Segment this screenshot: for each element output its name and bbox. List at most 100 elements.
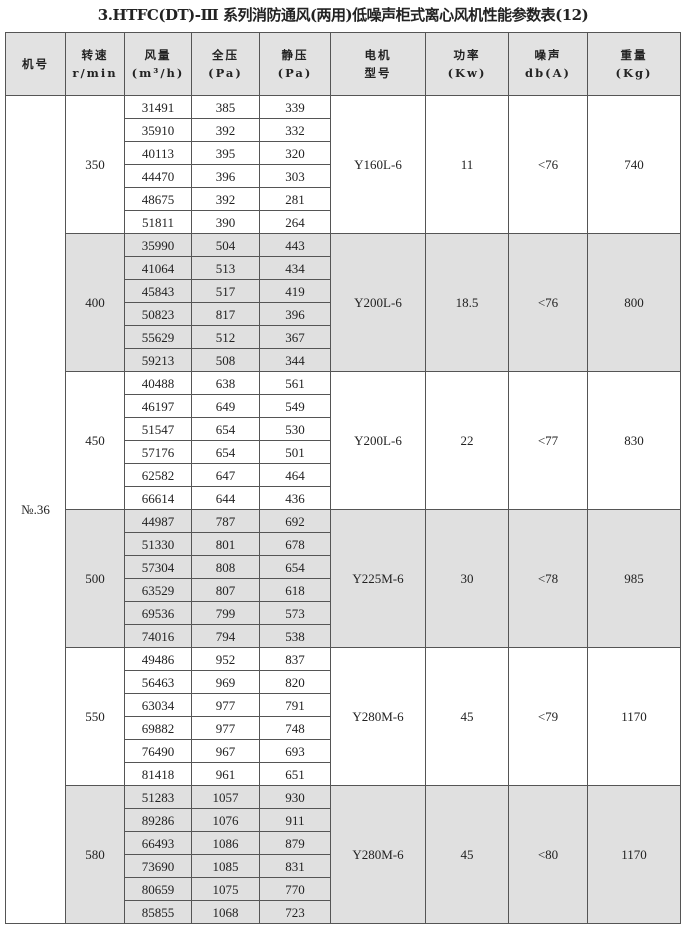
header-label: 机号	[22, 56, 49, 71]
header-label: 风量	[144, 47, 172, 62]
airflow-cell: 63034	[124, 693, 192, 717]
total-pressure-cell: 1076	[191, 808, 260, 832]
static-pressure-cell: 367	[259, 325, 331, 349]
speed-cell: 400	[65, 233, 125, 372]
header-label: 重量	[620, 47, 648, 62]
static-pressure-cell: 692	[259, 509, 331, 533]
total-pressure-cell: 1075	[191, 877, 260, 901]
total-pressure-cell: 801	[191, 532, 260, 556]
static-pressure-cell: 344	[259, 348, 331, 372]
power-cell: 45	[425, 647, 509, 786]
airflow-cell: 44470	[124, 164, 192, 188]
airflow-cell: 73690	[124, 854, 192, 878]
static-pressure-cell: 436	[259, 486, 331, 510]
weight-cell: 1170	[587, 647, 681, 786]
static-pressure-cell: 443	[259, 233, 331, 257]
header-unit: (Pa)	[277, 65, 313, 80]
total-pressure-cell: 817	[191, 302, 260, 326]
table-row: 400 35990 504 443 Y200L-6 18.5 <76 800	[6, 233, 681, 372]
airflow-cell: 45843	[124, 279, 192, 303]
total-pressure-cell: 1057	[191, 785, 260, 809]
table-row: 48675 392 281	[6, 187, 681, 211]
motor-model-cell: Y225M-6	[330, 509, 426, 648]
airflow-cell: 51547	[124, 417, 192, 441]
static-pressure-cell: 434	[259, 256, 331, 280]
airflow-cell: 57176	[124, 440, 192, 464]
motor-model-cell: Y200L-6	[330, 371, 426, 510]
airflow-cell: 85855	[124, 900, 192, 924]
header-power: 功率 (Kw)	[425, 32, 509, 96]
table-row: 580 51283 1057 930 Y280M-6 45 <80 1170	[6, 785, 681, 924]
table-row: 59213 508 344	[6, 348, 681, 372]
header-unit: (Pa)	[208, 65, 243, 80]
static-pressure-cell: 879	[259, 831, 331, 855]
airflow-cell: 31491	[124, 95, 192, 119]
total-pressure-cell: 807	[191, 578, 260, 602]
table-row: 51330 801 678	[6, 532, 681, 556]
static-pressure-cell: 303	[259, 164, 331, 188]
weight-cell: 800	[587, 233, 681, 372]
table-row: 76490 967 693	[6, 739, 681, 763]
total-pressure-cell: 799	[191, 601, 260, 625]
airflow-cell: 69882	[124, 716, 192, 740]
speed-cell: 350	[65, 95, 125, 234]
total-pressure-cell: 508	[191, 348, 260, 372]
airflow-cell: 56463	[124, 670, 192, 694]
table-row: 63034 977 791	[6, 693, 681, 717]
airflow-cell: 40113	[124, 141, 192, 165]
table-row: 35910 392 332	[6, 118, 681, 142]
total-pressure-cell: 504	[191, 233, 260, 257]
static-pressure-cell: 723	[259, 900, 331, 924]
airflow-cell: 89286	[124, 808, 192, 832]
total-pressure-cell: 513	[191, 256, 260, 280]
static-pressure-cell: 320	[259, 141, 331, 165]
header-unit: db(A)	[525, 65, 571, 80]
static-pressure-cell: 501	[259, 440, 331, 464]
total-pressure-cell: 396	[191, 164, 260, 188]
model-no-cell: №.36	[5, 95, 66, 924]
total-pressure-cell: 517	[191, 279, 260, 303]
speed-cell: 580	[65, 785, 125, 924]
airflow-cell: 66614	[124, 486, 192, 510]
static-pressure-cell: 464	[259, 463, 331, 487]
table-row: 51547 654 530	[6, 417, 681, 441]
airflow-cell: 55629	[124, 325, 192, 349]
speed-cell: 450	[65, 371, 125, 510]
header-unit: (Kg)	[615, 65, 653, 80]
table-row: 44470 396 303	[6, 164, 681, 188]
static-pressure-cell: 530	[259, 417, 331, 441]
table-row: 550 49486 952 837 Y280M-6 45 <79 1170	[6, 647, 681, 786]
total-pressure-cell: 967	[191, 739, 260, 763]
header-unit: (m³/h)	[131, 65, 185, 80]
weight-cell: 985	[587, 509, 681, 648]
header-speed: 转速 r/min	[65, 32, 125, 96]
airflow-cell: 51330	[124, 532, 192, 556]
total-pressure-cell: 649	[191, 394, 260, 418]
total-pressure-cell: 512	[191, 325, 260, 349]
static-pressure-cell: 930	[259, 785, 331, 809]
total-pressure-cell: 390	[191, 210, 260, 234]
power-cell: 45	[425, 785, 509, 924]
total-pressure-cell: 977	[191, 693, 260, 717]
airflow-cell: 74016	[124, 624, 192, 648]
static-pressure-cell: 693	[259, 739, 331, 763]
static-pressure-cell: 748	[259, 716, 331, 740]
header-label: 转速	[81, 47, 109, 62]
table-row: №.36 350 31491 385 339 Y160L-6 11 <76 740	[5, 95, 681, 924]
static-pressure-cell: 281	[259, 187, 331, 211]
airflow-cell: 46197	[124, 394, 192, 418]
noise-cell: <77	[508, 371, 588, 510]
airflow-cell: 57304	[124, 555, 192, 579]
motor-model-cell: Y160L-6	[330, 95, 426, 234]
airflow-cell: 44987	[124, 509, 192, 533]
static-pressure-cell: 678	[259, 532, 331, 556]
airflow-cell: 40488	[124, 371, 192, 395]
table-row: 51811 390 264	[6, 210, 681, 234]
table-row: 40113 395 320	[6, 141, 681, 165]
static-pressure-cell: 339	[259, 95, 331, 119]
total-pressure-cell: 1068	[191, 900, 260, 924]
header-noise: 噪声 db(A)	[508, 32, 588, 96]
noise-cell: <79	[508, 647, 588, 786]
noise-cell: <76	[508, 233, 588, 372]
static-pressure-cell: 837	[259, 647, 331, 671]
